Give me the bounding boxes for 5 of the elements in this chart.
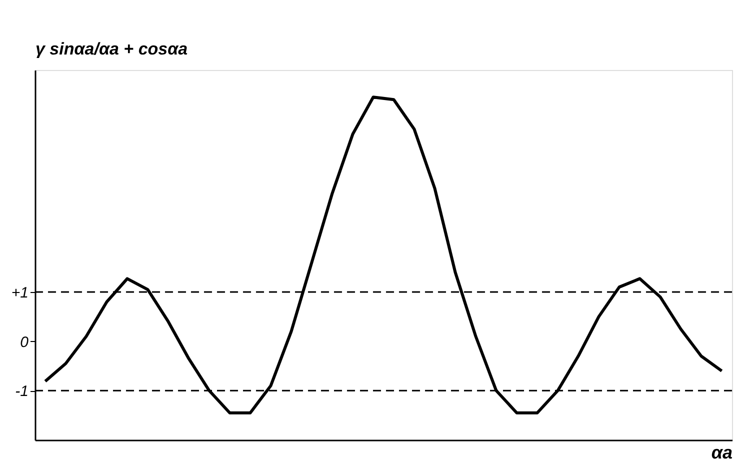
y-tick-label: +1 [11,284,28,302]
x-axis-title: αa [711,442,732,462]
y-tick-label: 0 [20,334,30,351]
y-axis-title: γ sinαa/αa + cosαa [36,40,188,58]
y-tick-label: -1 [15,383,28,400]
